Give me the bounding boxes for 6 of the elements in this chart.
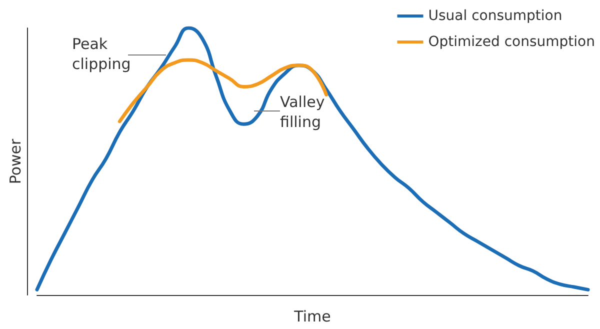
annotation: Valley filling: [280, 93, 325, 131]
x-axis-title: Time: [293, 308, 331, 326]
annotation: Peak clipping: [72, 35, 131, 73]
legend-label: Optimized consumption: [428, 34, 596, 50]
legend-label: Usual consumption: [428, 8, 562, 24]
y-axis-title: Power: [6, 138, 24, 184]
